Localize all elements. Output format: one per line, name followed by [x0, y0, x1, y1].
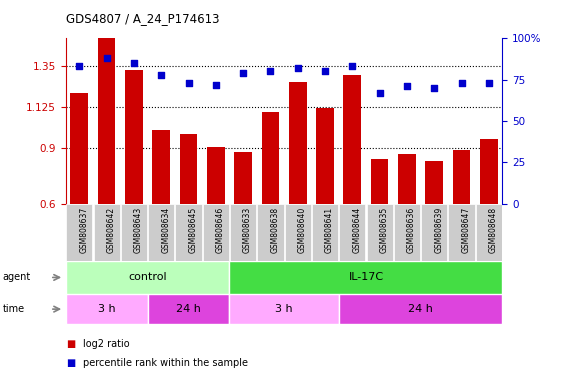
Point	[457, 80, 466, 86]
Text: GSM808637: GSM808637	[79, 207, 89, 253]
Point	[484, 80, 493, 86]
Bar	[343, 75, 361, 204]
Bar	[230, 204, 256, 261]
Bar	[148, 204, 174, 261]
Bar	[234, 152, 252, 204]
Bar	[66, 204, 93, 261]
Text: GSM808633: GSM808633	[243, 207, 252, 253]
Point	[266, 68, 275, 74]
Text: 3 h: 3 h	[98, 304, 115, 314]
Text: ■: ■	[66, 339, 75, 349]
Text: GSM808646: GSM808646	[216, 207, 225, 253]
Bar	[448, 204, 475, 261]
Bar	[371, 159, 388, 204]
Bar	[394, 204, 420, 261]
Text: GDS4807 / A_24_P174613: GDS4807 / A_24_P174613	[66, 12, 219, 25]
Text: GSM808643: GSM808643	[134, 207, 143, 253]
Bar	[453, 150, 471, 204]
Point	[403, 83, 412, 89]
Point	[293, 65, 302, 71]
Bar	[398, 154, 416, 204]
Text: percentile rank within the sample: percentile rank within the sample	[83, 358, 248, 368]
Text: GSM808641: GSM808641	[325, 207, 334, 253]
Text: ■: ■	[66, 358, 75, 368]
Bar	[476, 204, 502, 261]
Point	[102, 55, 111, 61]
Point	[130, 60, 139, 66]
Text: IL-17C: IL-17C	[348, 272, 384, 283]
Point	[375, 90, 384, 96]
Bar	[230, 294, 339, 324]
Bar	[258, 204, 284, 261]
Point	[156, 72, 166, 78]
Bar	[66, 294, 147, 324]
Point	[348, 63, 357, 70]
Text: GSM808648: GSM808648	[489, 207, 498, 253]
Point	[184, 80, 193, 86]
Bar	[203, 204, 229, 261]
Text: GSM808635: GSM808635	[380, 207, 389, 253]
Bar	[207, 147, 225, 204]
Text: GSM808640: GSM808640	[297, 207, 307, 253]
Text: GSM808642: GSM808642	[107, 207, 115, 253]
Bar	[66, 261, 230, 294]
Text: 24 h: 24 h	[176, 304, 201, 314]
Bar	[289, 83, 307, 204]
Bar	[98, 38, 115, 204]
Text: GSM808638: GSM808638	[271, 207, 279, 253]
Bar	[425, 161, 443, 204]
Bar	[175, 204, 202, 261]
Point	[211, 81, 220, 88]
Bar	[121, 204, 147, 261]
Bar	[125, 70, 143, 204]
Text: GSM808636: GSM808636	[407, 207, 416, 253]
Point	[429, 85, 439, 91]
Bar	[262, 112, 279, 204]
Bar	[367, 204, 393, 261]
Point	[320, 68, 329, 74]
Text: agent: agent	[3, 272, 31, 283]
Bar	[230, 261, 502, 294]
Bar	[339, 294, 502, 324]
Bar	[480, 139, 498, 204]
Text: GSM808647: GSM808647	[461, 207, 471, 253]
Text: time: time	[3, 304, 25, 314]
Text: control: control	[128, 272, 167, 283]
Text: 24 h: 24 h	[408, 304, 433, 314]
Bar	[94, 204, 120, 261]
Point	[75, 63, 84, 70]
Bar	[70, 93, 88, 204]
Text: 3 h: 3 h	[275, 304, 293, 314]
Text: GSM808639: GSM808639	[434, 207, 443, 253]
Text: GSM808644: GSM808644	[352, 207, 361, 253]
Bar	[339, 204, 365, 261]
Bar	[180, 134, 198, 204]
Text: log2 ratio: log2 ratio	[83, 339, 130, 349]
Bar	[284, 204, 311, 261]
Bar	[147, 294, 230, 324]
Point	[239, 70, 248, 76]
Bar	[312, 204, 338, 261]
Bar	[316, 108, 334, 204]
Bar	[421, 204, 447, 261]
Text: GSM808634: GSM808634	[161, 207, 170, 253]
Bar	[152, 130, 170, 204]
Text: GSM808645: GSM808645	[188, 207, 198, 253]
